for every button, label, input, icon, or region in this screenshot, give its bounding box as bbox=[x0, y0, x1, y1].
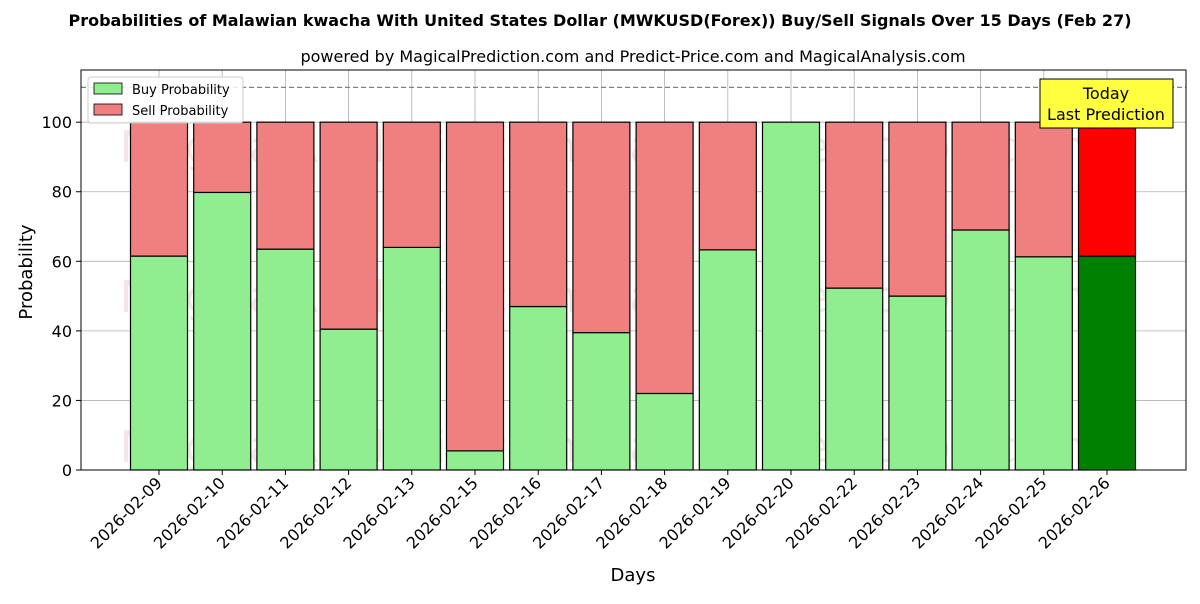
bar-buy-2026-02-26 bbox=[1077, 255, 1137, 471]
bar-buy-2026-02-15 bbox=[445, 450, 505, 471]
chart-subtitle: powered by MagicalPrediction.com and Pre… bbox=[300, 47, 965, 66]
y-tick-label: 100 bbox=[41, 113, 72, 132]
legend-label-buy: Buy Probability bbox=[132, 83, 230, 98]
bar-buy-2026-02-20 bbox=[761, 121, 821, 471]
bar-sell-2026-02-12 bbox=[319, 121, 378, 330]
bar-sell-2026-02-23 bbox=[888, 121, 947, 297]
bar-buy-2026-02-16 bbox=[509, 305, 568, 471]
bar-sell-2026-02-11 bbox=[256, 121, 315, 250]
x-axis-label: Days bbox=[611, 565, 656, 586]
bar-sell-2026-02-26 bbox=[1077, 121, 1137, 257]
legend-frame bbox=[87, 76, 244, 124]
y-tick-label: 80 bbox=[52, 183, 72, 202]
bar-buy-2026-02-24 bbox=[951, 229, 1010, 471]
bar-buy-2026-02-23 bbox=[888, 295, 947, 471]
bar-sell-2026-02-17 bbox=[572, 121, 631, 334]
bar-sell-2026-02-09 bbox=[129, 121, 189, 257]
bar-buy-2026-02-12 bbox=[319, 328, 378, 471]
annotation-line2: Last Prediction bbox=[1047, 105, 1165, 124]
bar-buy-2026-02-11 bbox=[256, 248, 315, 471]
y-tick-label: 40 bbox=[52, 322, 72, 341]
bar-buy-2026-02-13 bbox=[382, 246, 441, 471]
annotation-line1: Today bbox=[1082, 84, 1129, 103]
bar-sell-2026-02-24 bbox=[951, 121, 1010, 231]
legend-swatch-buy bbox=[93, 82, 123, 95]
bar-sell-2026-02-10 bbox=[193, 121, 252, 194]
y-tick-label: 0 bbox=[62, 461, 72, 480]
bar-sell-2026-02-13 bbox=[382, 121, 441, 248]
bars-layer bbox=[129, 121, 1137, 471]
today-annotation: Today Last Prediction bbox=[1039, 78, 1174, 129]
bar-sell-2026-02-18 bbox=[635, 121, 694, 395]
bar-buy-2026-02-09 bbox=[129, 255, 189, 471]
y-tick-label: 20 bbox=[52, 391, 72, 410]
bar-buy-2026-02-19 bbox=[698, 249, 757, 471]
bar-buy-2026-02-10 bbox=[193, 191, 252, 471]
chart-title: Probabilities of Malawian kwacha With Un… bbox=[68, 11, 1131, 30]
legend: Buy Probability Sell Probability bbox=[87, 76, 244, 124]
bar-buy-2026-02-17 bbox=[572, 332, 631, 471]
y-axis: 0 20 40 60 80 100 bbox=[41, 113, 81, 480]
annotation-box bbox=[1039, 78, 1174, 129]
bar-buy-2026-02-25 bbox=[1014, 256, 1073, 471]
bar-sell-2026-02-19 bbox=[698, 121, 757, 251]
bar-sell-2026-02-16 bbox=[509, 121, 568, 308]
bar-sell-2026-02-15 bbox=[445, 121, 505, 452]
bar-sell-2026-02-25 bbox=[1014, 121, 1073, 258]
bar-buy-2026-02-22 bbox=[825, 287, 884, 471]
plot-frame bbox=[80, 69, 1187, 471]
bar-sell-2026-02-22 bbox=[825, 121, 884, 289]
y-tick-label: 60 bbox=[52, 252, 72, 271]
legend-swatch-sell bbox=[93, 103, 123, 116]
x-axis: 2026-02-092026-02-102026-02-112026-02-12… bbox=[87, 470, 1114, 553]
legend-label-sell: Sell Probability bbox=[132, 104, 229, 119]
y-axis-label: Probability bbox=[16, 224, 37, 319]
bar-buy-2026-02-18 bbox=[635, 392, 694, 471]
